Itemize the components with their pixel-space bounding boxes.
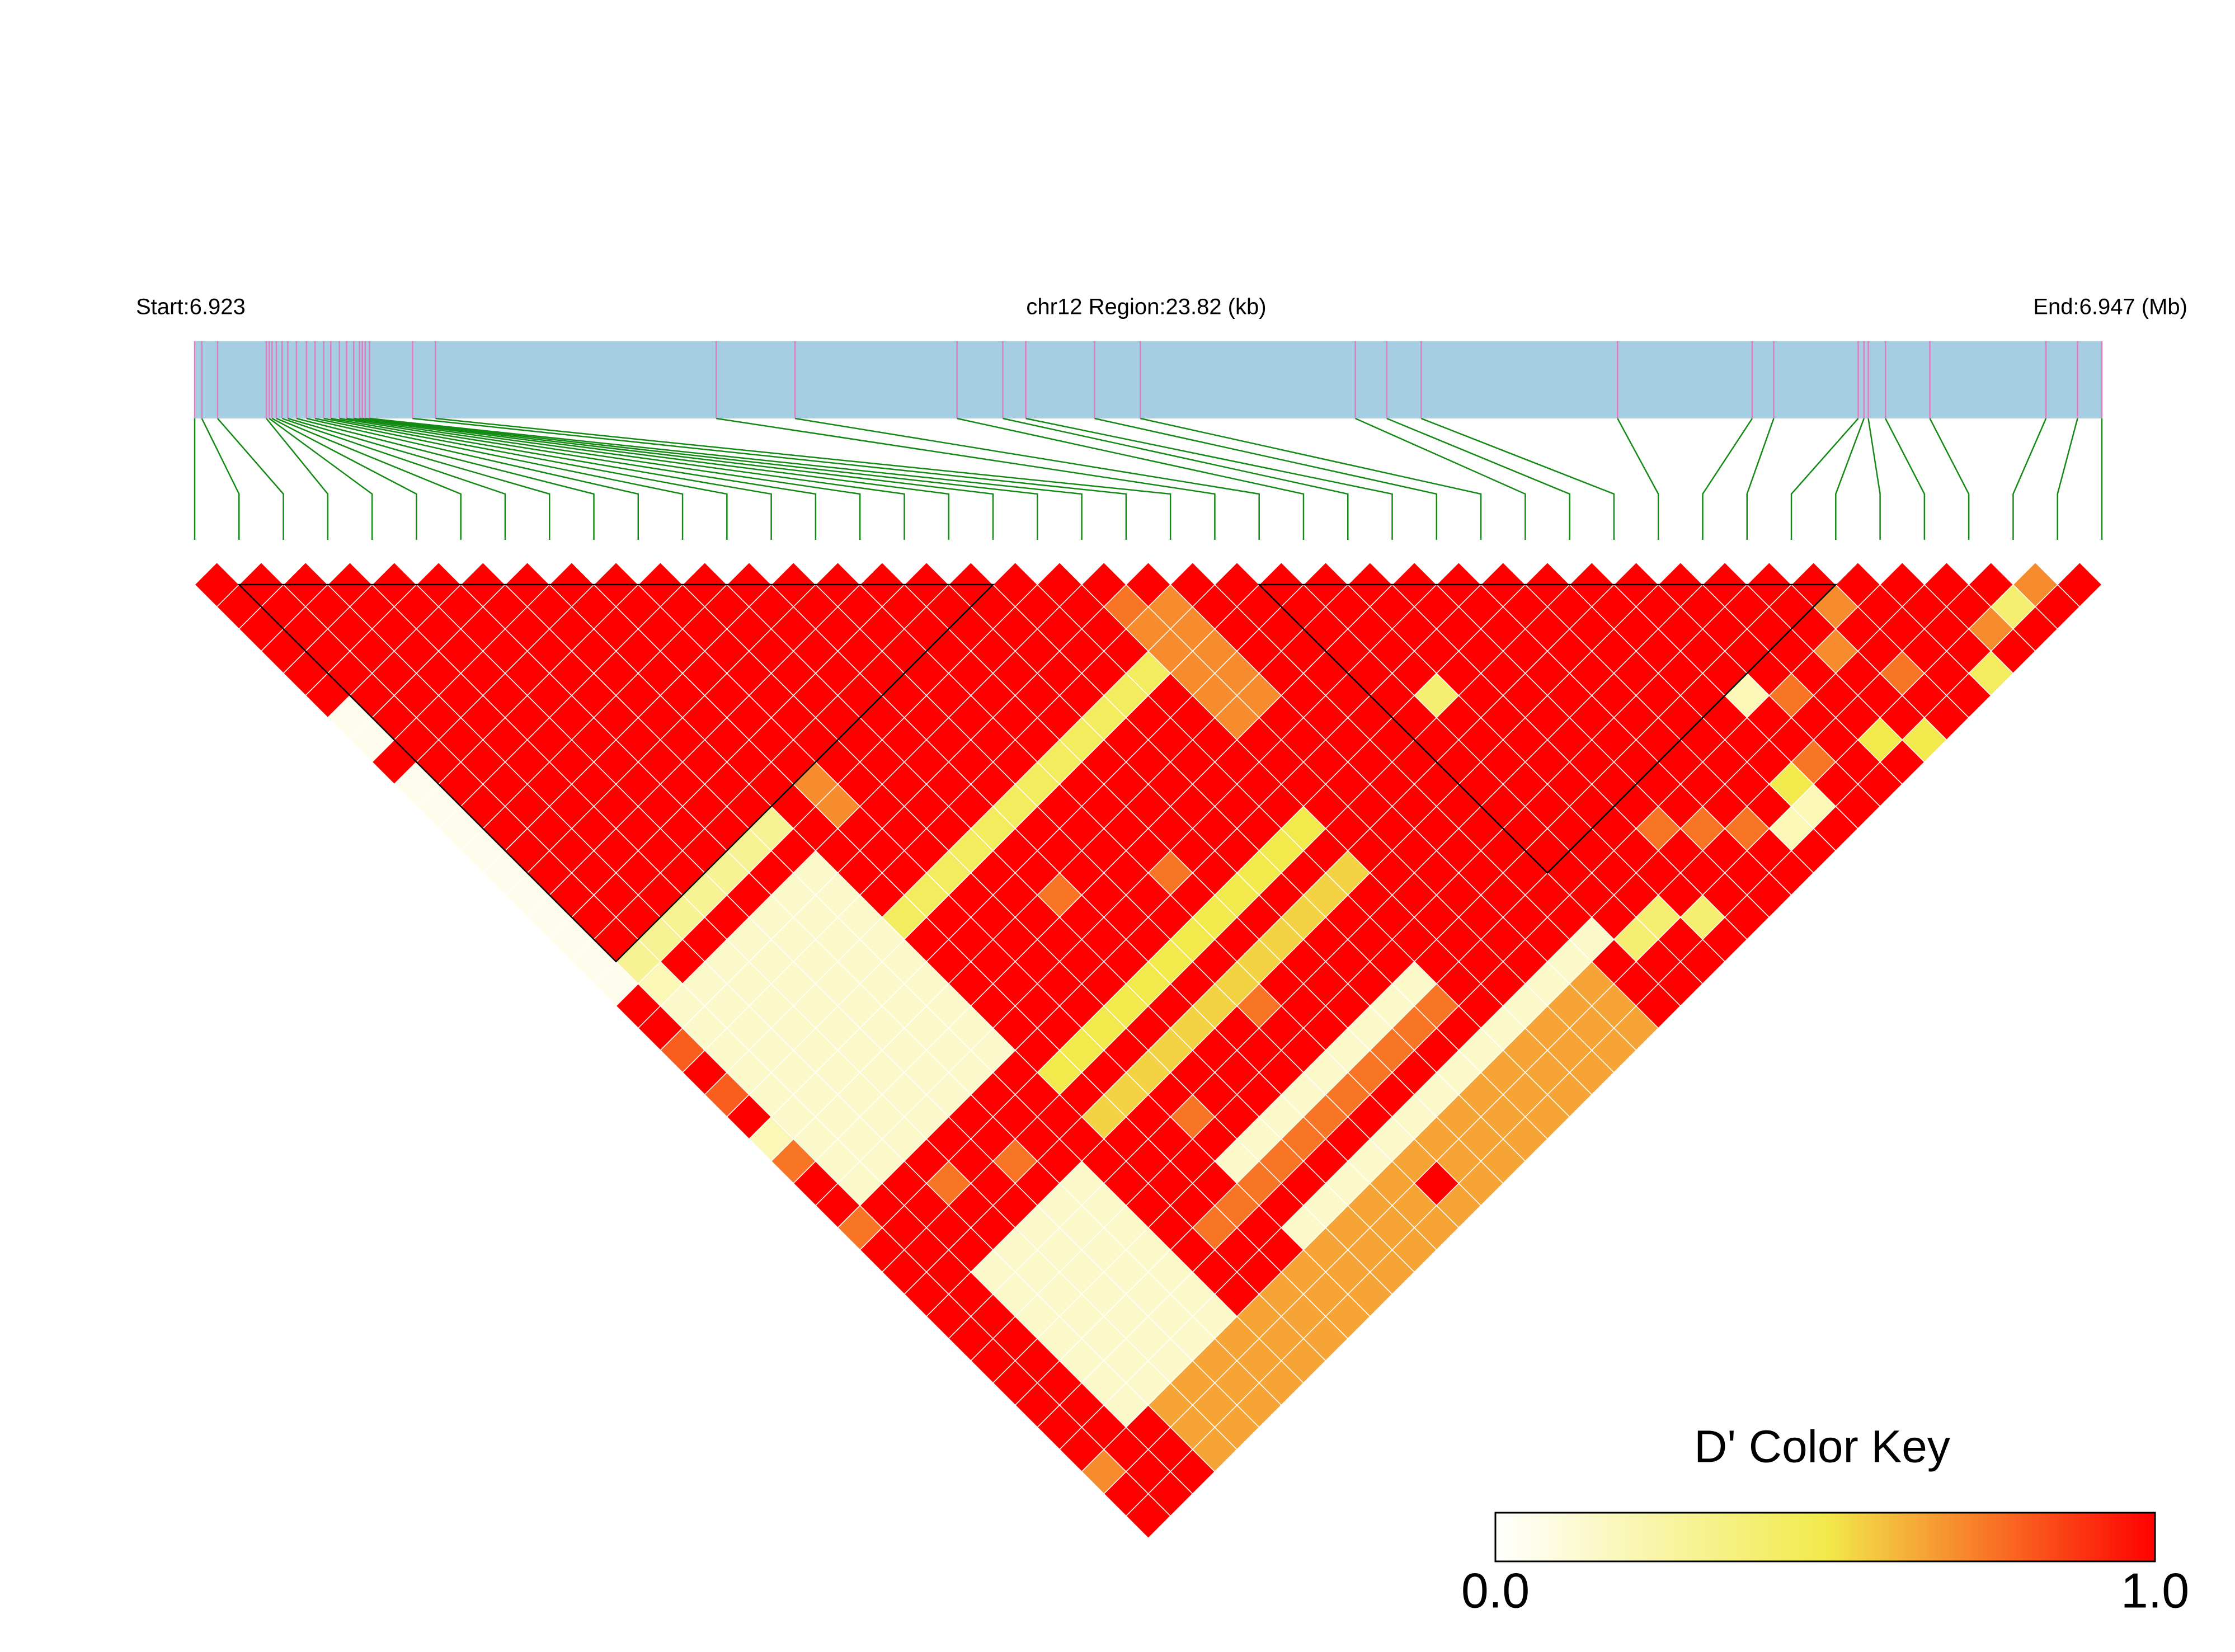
genome-bar-layer (194, 341, 2103, 540)
snp-connector (1790, 418, 1859, 540)
snp-connector (1835, 418, 1865, 540)
snp-connector (217, 418, 284, 540)
snp-connector (1094, 417, 1438, 540)
snp-connector (266, 418, 329, 540)
snp-connector (1867, 418, 1881, 540)
snp-connector (1885, 418, 1926, 540)
snp-connector (1929, 418, 1970, 540)
heatmap-layer (194, 562, 2103, 1539)
ld-block-outline (1257, 583, 1838, 874)
snp-connector (1420, 417, 1615, 540)
snp-connector (794, 417, 1260, 540)
snp-connector (314, 417, 684, 540)
ld-cell (2057, 562, 2103, 608)
snp-connector (1355, 417, 1526, 540)
region-label: chr12 Region:23.82 (kb) (1026, 295, 1266, 319)
snp-connector (281, 417, 506, 540)
snp-connector (306, 417, 639, 540)
snp-connector (276, 417, 462, 540)
snp-connector (362, 417, 994, 540)
snp-connector (1003, 417, 1349, 540)
key-tick-label: 1.0 (2121, 1562, 2189, 1618)
snp-connector (323, 417, 728, 540)
snp-connector (288, 417, 550, 540)
snp-connector (296, 417, 595, 540)
ld-block-outline (237, 583, 995, 963)
snp-connector (2012, 418, 2047, 540)
end-label: End:6.947 (Mb) (2033, 295, 2187, 319)
snp-connector (1140, 417, 1482, 540)
key-title: D' Color Key (1694, 1422, 1950, 1472)
snp-connector (201, 418, 240, 540)
snp-connector (271, 417, 417, 540)
snp-connector (269, 417, 373, 540)
start-label: Start:6.923 (136, 295, 246, 319)
genome-bar (195, 341, 2102, 418)
snp-connector (412, 417, 1127, 540)
snp-connector (359, 417, 949, 540)
snp-connector (957, 417, 1305, 540)
snp-connector (369, 417, 1083, 540)
snp-connector (331, 417, 772, 540)
color-key-bar (1494, 1512, 2156, 1562)
snp-connector (2057, 418, 2078, 540)
snp-connector (354, 417, 905, 540)
snp-connector (1386, 417, 1570, 540)
snp-connector (346, 417, 861, 540)
snp-connector (365, 417, 1038, 540)
snp-connector (1702, 418, 1753, 540)
snp-connector (716, 417, 1216, 540)
snp-connector (1025, 417, 1393, 540)
snp-connector (435, 417, 1171, 540)
snp-connector (339, 417, 817, 540)
key-tick-label: 0.0 (1461, 1562, 1530, 1618)
snp-connector (1746, 418, 1775, 540)
snp-connector (1617, 418, 1659, 540)
